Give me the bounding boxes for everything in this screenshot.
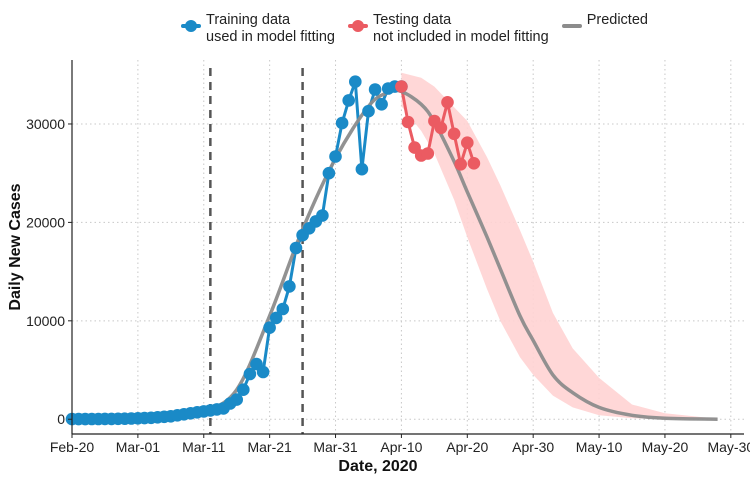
data-point (421, 147, 435, 160)
legend-dot-training (185, 20, 197, 32)
legend-label-predicted: Predicted (587, 12, 648, 29)
legend-key-predicted (561, 15, 583, 37)
series-points-testing (395, 80, 481, 171)
x-tick-label: Mar-31 (313, 439, 358, 455)
data-point (276, 302, 290, 316)
data-point (289, 241, 303, 255)
legend-key-testing (347, 15, 369, 37)
x-tick-label: Mar-01 (116, 439, 161, 455)
predicted-line (71, 88, 718, 421)
legend-label-testing: Testing data not included in model fitti… (373, 12, 549, 46)
data-point (362, 104, 375, 118)
y-tick-label: 0 (57, 411, 65, 427)
data-point (375, 98, 388, 111)
y-tick-label: 30000 (26, 116, 65, 132)
x-tick-label: Apr-10 (380, 439, 422, 455)
data-point (316, 209, 329, 222)
x-tick-label: Mar-21 (247, 439, 292, 455)
legend-label-testing-line1: Testing data (372, 12, 452, 28)
x-tick-label: May-10 (576, 439, 623, 455)
data-point (454, 158, 468, 171)
series-points-training (65, 75, 408, 426)
prediction-band (401, 72, 718, 420)
data-point (441, 96, 454, 109)
data-point (329, 150, 342, 163)
y-axis-title: Daily New Cases (7, 183, 24, 310)
data-point (269, 311, 283, 325)
legend-item-predicted: Predicted (561, 12, 648, 37)
x-tick-label: May-30 (707, 439, 750, 455)
data-point (237, 383, 250, 397)
data-point (243, 367, 257, 381)
data-point (368, 83, 382, 96)
x-tick-label: Apr-20 (446, 439, 488, 455)
data-point (335, 116, 349, 130)
legend-dot-testing (351, 20, 364, 32)
data-point (322, 166, 336, 180)
data-point (355, 162, 369, 176)
legend-label-training: Training data used in model fitting (206, 12, 335, 46)
legend-line-predicted (561, 24, 582, 28)
data-point (256, 365, 270, 379)
x-tick-label: Feb-20 (50, 439, 95, 455)
x-axis-title: Date, 2020 (338, 458, 417, 475)
data-point (342, 94, 356, 107)
y-tick-label: 20000 (26, 214, 65, 230)
legend-item-testing: Testing data not included in model fitti… (347, 12, 549, 46)
data-point (349, 75, 362, 88)
legend-key-training (180, 15, 202, 37)
legend-label-testing-line2: not included in model fitting (372, 29, 549, 45)
data-point (395, 80, 408, 93)
data-point (401, 115, 415, 129)
data-point (447, 127, 461, 141)
data-point (263, 321, 276, 335)
data-point (461, 136, 474, 149)
x-tick-label: Mar-11 (182, 439, 226, 455)
x-tick-label: Apr-30 (512, 439, 554, 455)
legend-label-training-line1: Training data (206, 12, 291, 28)
legend-item-training: Training data used in model fitting (180, 12, 335, 46)
legend-label-training-line2: used in model fitting (206, 29, 335, 45)
y-tick-label: 10000 (26, 313, 65, 329)
data-point (230, 393, 243, 406)
data-point (434, 121, 448, 135)
legend: Training data used in model fitting Test… (180, 12, 660, 46)
legend-label-predicted-text: Predicted (586, 12, 648, 28)
x-tick-label: May-20 (642, 439, 689, 455)
data-point (467, 157, 481, 170)
data-point (283, 280, 296, 293)
